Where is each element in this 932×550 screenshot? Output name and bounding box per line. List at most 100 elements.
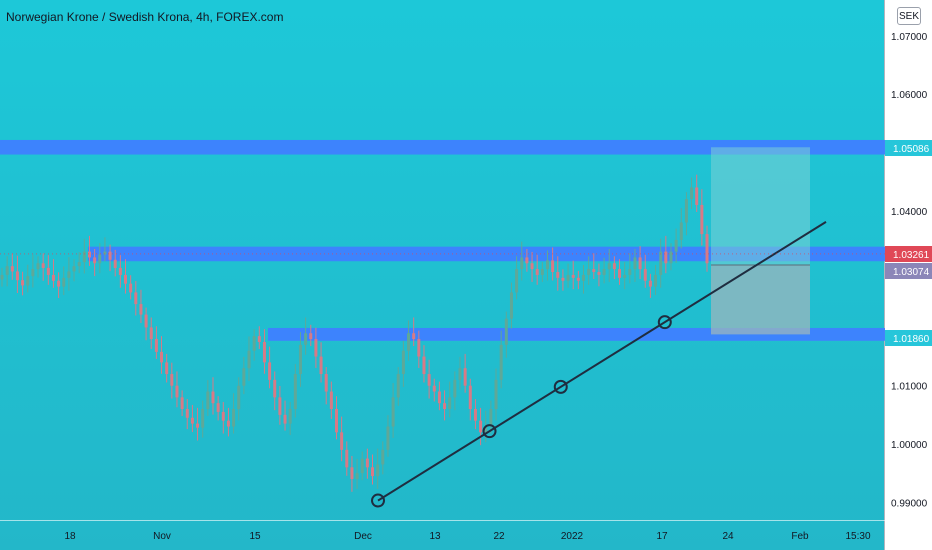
candle-body xyxy=(350,467,354,479)
candle-body xyxy=(160,351,164,363)
time-tick-label: 13 xyxy=(429,531,441,542)
target-area xyxy=(711,147,810,266)
candle-body xyxy=(530,263,534,270)
price-tag-zone xyxy=(885,140,932,156)
candle-body xyxy=(623,274,627,278)
candle-body xyxy=(427,374,431,386)
candle-body xyxy=(103,251,107,255)
candle-body xyxy=(633,257,637,270)
candle-body xyxy=(443,403,447,410)
candle-body xyxy=(628,269,632,275)
time-axis[interactable]: 18 Nov 15 Dec 13 22 2022 17 24 Feb 15:30 xyxy=(64,531,871,542)
time-tick-label: 18 xyxy=(64,531,76,542)
candle-body xyxy=(221,411,225,421)
touch-point-circle xyxy=(482,424,497,439)
candle-body xyxy=(232,409,236,427)
candle-body xyxy=(46,267,50,275)
candle-body xyxy=(134,292,138,305)
candle-body xyxy=(381,449,385,465)
candle-body xyxy=(93,257,97,264)
price-tag-label: 1.01860 xyxy=(893,334,930,345)
candle-body xyxy=(98,254,102,264)
candle-body xyxy=(509,292,513,319)
time-tick-label: 24 xyxy=(722,531,734,542)
candle-body xyxy=(288,409,292,424)
candle-body xyxy=(5,266,9,275)
time-tick-label: 22 xyxy=(493,531,505,542)
candle-body xyxy=(31,269,35,277)
candle-body xyxy=(581,274,585,281)
candle-body xyxy=(273,379,277,398)
candle-body xyxy=(571,274,575,278)
candle-body xyxy=(144,314,148,328)
candle-body xyxy=(695,187,699,205)
candle-body xyxy=(283,414,287,424)
chart-title: Norwegian Krone / Swedish Krona, 4h, FOR… xyxy=(6,10,284,24)
candle-body xyxy=(638,257,642,270)
candle-body xyxy=(654,274,658,287)
candle-body xyxy=(329,391,333,410)
candle-body xyxy=(602,269,606,275)
trendline xyxy=(377,221,827,502)
candle-body xyxy=(324,374,328,392)
candle-body xyxy=(345,449,349,468)
candle-body xyxy=(252,336,256,351)
candle-body xyxy=(659,251,663,275)
price-tick-label: 1.07000 xyxy=(891,32,928,43)
candle-body xyxy=(561,277,565,281)
candle-body xyxy=(437,391,441,404)
candle-body xyxy=(700,204,704,235)
candle-body xyxy=(417,339,421,357)
price-tag-label: 1.05086 xyxy=(893,144,930,155)
candle-body xyxy=(257,336,261,342)
candle-body xyxy=(448,397,452,410)
candle-body xyxy=(77,262,81,267)
candle-body xyxy=(175,385,179,398)
candle-body xyxy=(57,280,61,287)
touch-point-circle xyxy=(553,379,568,394)
candle-body xyxy=(242,368,246,386)
candle-body xyxy=(355,473,359,479)
candle-body xyxy=(237,385,241,410)
touch-point-circle xyxy=(657,315,672,330)
candle-body xyxy=(82,251,86,263)
candle-body xyxy=(262,341,266,363)
candle-body xyxy=(21,280,25,286)
candle-body xyxy=(36,263,40,270)
candle-body xyxy=(319,356,323,375)
position-layer xyxy=(711,147,810,335)
candle-body xyxy=(206,391,210,410)
candle-body xyxy=(648,280,652,287)
candle-body xyxy=(293,374,297,410)
candle-body xyxy=(201,409,205,428)
candle-body xyxy=(314,339,318,357)
price-axis[interactable]: 1.07000 1.06000 1.04000 1.01000 1.00000 0.990… xyxy=(891,32,928,509)
candle-body xyxy=(185,409,189,418)
candle-body xyxy=(396,374,400,398)
candle-body xyxy=(566,274,570,281)
candle-body xyxy=(479,420,483,433)
candle-body xyxy=(576,277,580,281)
candle-body xyxy=(360,458,364,474)
candles-layer xyxy=(0,174,709,492)
candle-body xyxy=(504,318,508,345)
candle-body xyxy=(468,385,472,410)
candle-body xyxy=(309,333,313,340)
candle-body xyxy=(592,269,596,273)
candle-body xyxy=(515,269,519,293)
candle-body xyxy=(190,417,194,424)
trendline-layer[interactable] xyxy=(0,221,885,508)
candle-body xyxy=(278,397,282,415)
candle-body xyxy=(587,269,591,275)
currency-unit-button[interactable]: SEK xyxy=(897,7,921,25)
candle-body xyxy=(412,333,416,340)
candle-body xyxy=(674,239,678,252)
candle-body xyxy=(72,266,76,272)
candle-body xyxy=(607,263,611,270)
candle-body xyxy=(489,409,493,427)
price-tick-label: 1.06000 xyxy=(891,90,928,101)
price-tag-zone xyxy=(885,330,932,346)
candle-body xyxy=(124,274,128,284)
